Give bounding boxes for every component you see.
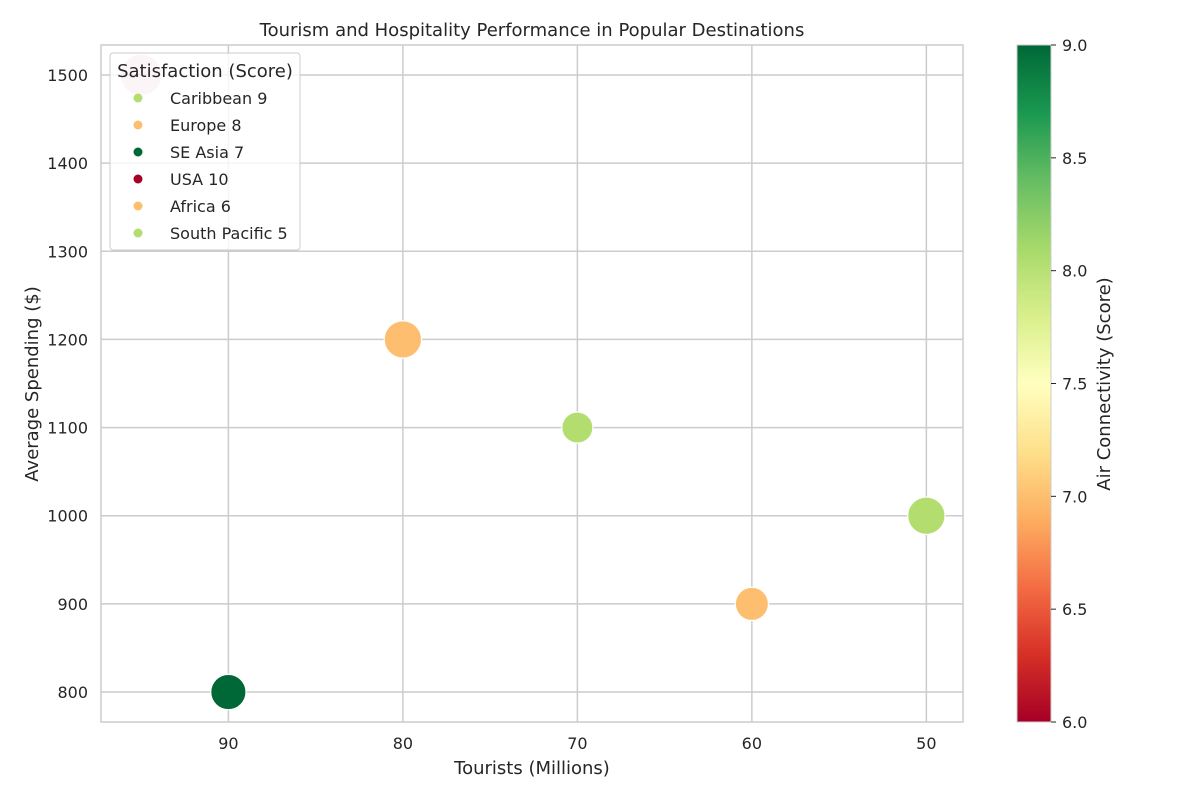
data-point [734,586,770,622]
colorbar-tick-label: 6.5 [1062,600,1087,619]
chart-title: Tourism and Hospitality Performance in P… [259,20,805,41]
legend-label: Africa 6 [170,197,231,216]
legend-box [109,52,301,251]
x-tick-label: 60 [742,734,762,753]
y-tick-label: 1000 [47,507,88,526]
x-tick-label: 50 [916,734,936,753]
legend-marker [133,228,143,238]
legend-label: USA 10 [170,170,229,189]
legend-marker [133,93,143,103]
colorbar-tick-label: 7.0 [1062,487,1087,506]
y-tick-label: 1500 [47,66,88,85]
legend-label: Europe 8 [170,116,242,135]
legend-title: Satisfaction (Score) [117,61,293,82]
y-axis-ticks: 800 900 1000 1100 1200 1300 1400 1500 [47,66,88,702]
y-axis-label: Average Spending ($) [22,286,43,481]
legend-label: South Pacific 5 [170,224,288,243]
legend-marker [133,174,143,184]
colorbar-tick-label: 7.5 [1062,375,1087,394]
colorbar-gradient [1016,44,1052,723]
colorbar-label: Air Connectivity (Score) [1094,277,1115,490]
legend-marker [133,147,143,157]
x-tick-label: 80 [393,734,413,753]
legend-label: Caribbean 9 [170,89,267,108]
legend-marker [133,201,143,211]
colorbar: 6.0 6.5 7.0 7.5 8.0 8.5 9.0 Air Connectivity (… [1016,36,1115,732]
y-tick-label: 900 [57,595,88,614]
y-tick-label: 1200 [47,330,88,349]
colorbar-tick-label: 8.0 [1062,262,1087,281]
y-tick-label: 1300 [47,242,88,261]
colorbar-ticks: 6.0 6.5 7.0 7.5 8.0 8.5 9.0 [1051,36,1087,732]
x-axis-label: Tourists (Millions) [453,758,610,779]
data-point [561,411,594,444]
colorbar-tick-label: 9.0 [1062,36,1087,55]
legend-entries: Caribbean 9 Europe 8 SE Asia 7 USA 10 Africa… [133,89,288,243]
x-axis-ticks: 90 80 70 60 50 [218,734,936,753]
colorbar-tick-label: 8.5 [1062,149,1087,168]
legend-label: SE Asia 7 [170,143,244,162]
data-point [383,320,423,359]
plot-frame [100,44,964,723]
y-tick-label: 1100 [47,419,88,438]
x-tick-label: 90 [218,734,238,753]
y-tick-label: 1400 [47,154,88,173]
data-point [210,673,247,711]
data-point [907,496,946,536]
legend: Satisfaction (Score) Caribbean 9 Europe 8… [109,52,301,251]
colorbar-tick-label: 6.0 [1062,713,1087,732]
legend-marker [133,120,143,130]
x-tick-label: 70 [567,734,587,753]
y-tick-label: 800 [57,683,88,702]
